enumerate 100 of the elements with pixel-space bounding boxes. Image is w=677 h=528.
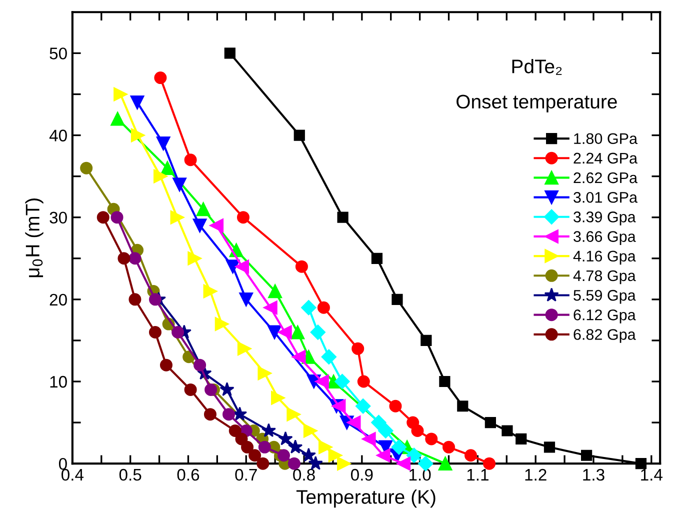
point (357, 375, 370, 388)
point (362, 432, 376, 446)
y-axis-title: μ$_{0}$H (mT) (25, 198, 44, 278)
point (248, 449, 262, 462)
point (148, 326, 162, 339)
point (261, 423, 276, 438)
point (310, 324, 326, 340)
point (371, 414, 386, 430)
point (371, 252, 383, 264)
point (406, 448, 422, 463)
point (204, 408, 216, 421)
x-axis-title: Temperature (K) (296, 490, 436, 508)
point (236, 211, 250, 224)
point (268, 325, 282, 340)
x-tick-label: 0.6 (177, 468, 200, 481)
point (256, 457, 270, 470)
x-tick-label: 1.0 (410, 468, 431, 481)
point (226, 260, 240, 274)
point (318, 440, 332, 454)
point (321, 349, 336, 364)
point (196, 202, 210, 216)
point (438, 456, 452, 471)
point (110, 112, 125, 126)
point (337, 456, 351, 471)
point (184, 154, 197, 166)
point (420, 334, 432, 346)
point (439, 376, 450, 388)
x-tick-label: 1.2 (525, 468, 546, 481)
point (128, 252, 142, 265)
legend-label: 2.62 GPa (574, 172, 638, 184)
x-tick-label: 0.4 (62, 468, 84, 481)
legend-label: 4.16 Gpa (573, 250, 636, 265)
point (352, 342, 364, 355)
y-tick-label: 30 (50, 212, 67, 224)
x-tick-label: 0.5 (119, 468, 142, 481)
point (130, 95, 144, 110)
point (172, 178, 186, 192)
point (263, 300, 278, 315)
legend-label: 6.12 Gpa (574, 310, 636, 324)
legend-label: 2.24 GPa (574, 152, 638, 164)
point (301, 448, 316, 462)
point (389, 400, 402, 412)
point (356, 398, 371, 414)
annotation: PdTe₂ (512, 59, 562, 75)
point (278, 449, 290, 462)
point (483, 457, 496, 470)
point (222, 408, 236, 421)
legend-label: 6.82 Gpa (574, 329, 636, 343)
point (170, 210, 184, 224)
point (516, 433, 527, 445)
point (153, 169, 168, 184)
point (232, 406, 248, 421)
point (334, 374, 350, 390)
point (210, 218, 224, 232)
x-tick-label: 0.7 (235, 468, 257, 481)
point (268, 284, 282, 298)
point (457, 400, 468, 412)
point (544, 442, 556, 453)
legend-label: 3.39 Gpa (574, 212, 636, 226)
point (301, 300, 316, 316)
y-tick-label: 0 (58, 458, 67, 470)
x-tick-label: 0.8 (293, 468, 315, 481)
point (295, 260, 308, 273)
legend-label: 4.78 Gpa (573, 270, 636, 284)
point (317, 301, 330, 314)
point (328, 448, 342, 462)
point (258, 366, 272, 380)
legend-label: 3.66 Gpa (574, 231, 636, 245)
point (237, 342, 252, 356)
point (580, 450, 592, 461)
point (288, 440, 303, 454)
point (188, 251, 202, 266)
y-tick-label: 50 (50, 48, 67, 60)
point (425, 432, 438, 446)
point (391, 440, 407, 455)
point (203, 284, 218, 298)
point (156, 136, 170, 150)
point (184, 383, 197, 396)
point (204, 383, 218, 396)
point (194, 358, 206, 372)
point (110, 211, 124, 224)
legend-label: 1.80 GPa (574, 133, 638, 144)
point (148, 293, 162, 306)
point (308, 456, 323, 470)
point (635, 458, 647, 470)
point (288, 457, 300, 470)
point (337, 212, 348, 223)
point (80, 162, 93, 174)
y-tick-label: 20 (50, 294, 67, 306)
y-tick-label: 40 (49, 130, 67, 142)
point (292, 350, 306, 364)
point (346, 416, 361, 430)
point (464, 449, 478, 462)
x-tick-label: 0.9 (350, 468, 373, 481)
point (303, 424, 318, 438)
point (442, 440, 456, 454)
point (278, 431, 293, 446)
point (118, 252, 130, 265)
legend-label: 5.59 Gpa (574, 290, 636, 304)
point (220, 382, 234, 396)
